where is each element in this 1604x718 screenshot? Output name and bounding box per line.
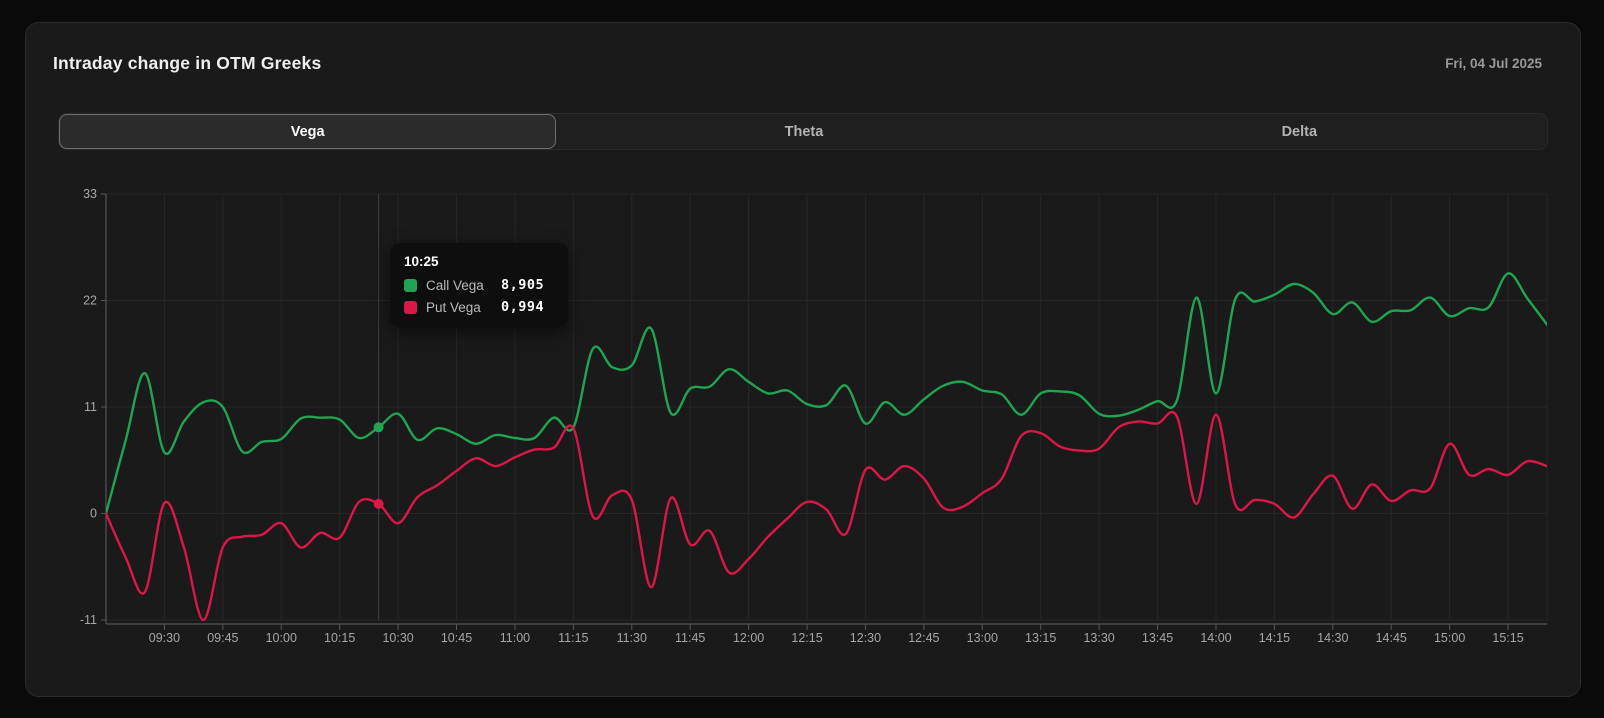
- put-vega-swatch-icon: [404, 300, 417, 314]
- x-tick-label: 09:45: [207, 631, 238, 645]
- page-title: Intraday change in OTM Greeks: [53, 53, 322, 73]
- y-tick-label: -11: [80, 613, 97, 627]
- tab-vega[interactable]: Vega: [59, 114, 557, 149]
- x-tick-label: 13:00: [967, 631, 998, 645]
- x-tick-label: 10:00: [266, 631, 297, 645]
- call-vega-swatch-icon: [404, 278, 417, 292]
- tooltip-put-value: 0,994: [501, 299, 545, 315]
- y-tick-label: 33: [83, 187, 97, 201]
- x-tick-label: 14:30: [1317, 631, 1348, 645]
- x-tick-label: 10:30: [382, 631, 413, 645]
- x-tick-label: 13:15: [1025, 631, 1056, 645]
- x-tick-label: 11:15: [558, 631, 588, 645]
- tooltip-row-put: Put Vega 0,994: [404, 299, 554, 315]
- x-tick-label: 10:45: [441, 631, 472, 645]
- x-tick-label: 15:15: [1492, 631, 1523, 645]
- tab-theta[interactable]: Theta: [784, 123, 824, 140]
- tab-bar: Vega Theta Delta: [58, 113, 1548, 150]
- x-tick-label: 12:45: [908, 631, 939, 645]
- greeks-line-chart[interactable]: 33 22 11 0 -11 09:30 09:45 10:00 10:15 10:30 10:45…: [69, 187, 1559, 657]
- tab-delta[interactable]: Delta: [1281, 123, 1318, 140]
- x-tick-label: 14:00: [1200, 631, 1231, 645]
- x-tick-label: 14:15: [1259, 631, 1290, 645]
- chart-tooltip: 10:25 Call Vega 8,905 Put Vega 0,994: [390, 243, 568, 327]
- chart-area: 33 22 11 0 -11 09:30 09:45 10:00 10:15 10:30 10:45…: [69, 187, 1559, 657]
- y-tick-label: 11: [84, 400, 97, 414]
- x-tick-label: 10:15: [324, 631, 355, 645]
- x-tick-label: 11:45: [675, 631, 705, 645]
- call-vega-marker: [373, 422, 384, 433]
- card-header: Intraday change in OTM Greeks Fri, 04 Ju…: [26, 23, 1580, 74]
- tooltip-call-value: 8,905: [501, 277, 545, 293]
- x-tick-label: 12:00: [733, 631, 764, 645]
- date-label: Fri, 04 Jul 2025: [1445, 56, 1542, 71]
- call-vega-line: [106, 272, 1547, 515]
- tooltip-put-label: Put Vega: [426, 299, 481, 315]
- x-tick-label: 11:30: [617, 631, 647, 645]
- x-tick-label: 13:30: [1083, 631, 1114, 645]
- y-tick-label: 22: [83, 294, 97, 308]
- x-tick-label: 12:15: [791, 631, 822, 645]
- chart-card: Intraday change in OTM Greeks Fri, 04 Ju…: [25, 22, 1581, 697]
- put-vega-marker: [373, 498, 384, 509]
- tooltip-row-call: Call Vega 8,905: [404, 277, 554, 293]
- tooltip-call-label: Call Vega: [426, 277, 484, 293]
- x-tick-label: 11:00: [500, 631, 530, 645]
- put-vega-line: [106, 410, 1547, 622]
- x-tick-label: 09:30: [149, 631, 180, 645]
- y-tick-label: 0: [90, 507, 97, 521]
- x-tick-label: 15:00: [1434, 631, 1465, 645]
- x-tick-label: 12:30: [850, 631, 881, 645]
- x-tick-label: 13:45: [1142, 631, 1173, 645]
- x-tick-label: 14:45: [1376, 631, 1407, 645]
- tooltip-time: 10:25: [404, 254, 439, 269]
